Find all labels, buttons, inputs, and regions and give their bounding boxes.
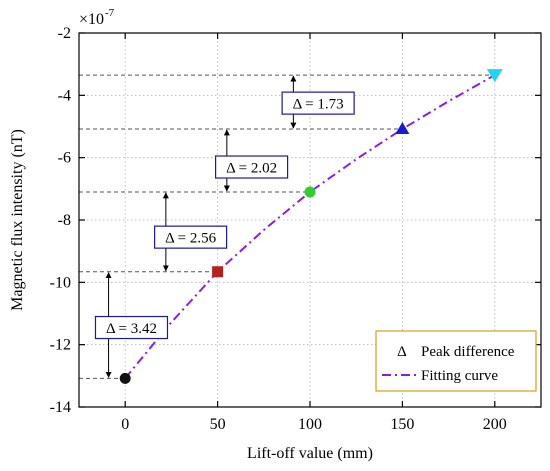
delta-label-box	[154, 225, 228, 249]
x-tick-label: 150	[390, 416, 414, 433]
data-point-triangle-up	[395, 121, 410, 134]
fitting-curve-layer	[124, 74, 496, 379]
fitting-curve	[124, 74, 496, 379]
legend-label-fitting-curve: Fitting curve	[421, 368, 498, 384]
data-point-circle	[119, 372, 131, 384]
axis-ticks: 0 50 100 150 200 -14 -12 -10 -8 -6 -4 -2	[50, 25, 541, 433]
y-multiplier-exponent: -7	[105, 7, 115, 19]
y-multiplier: ×10	[79, 11, 104, 28]
y-tick-label: -2	[58, 25, 71, 42]
delta-annotations: Δ = 3.42 Δ = 2.56 Δ = 2.02 Δ = 1.73	[94, 75, 355, 378]
y-tick-label: -10	[50, 274, 71, 291]
guide-lines	[79, 74, 495, 379]
legend-label-peak-difference: Peak difference	[421, 344, 515, 360]
y-axis-label: Magnetic flux intensity (nT)	[9, 129, 26, 311]
x-tick-label: 100	[298, 416, 322, 433]
data-point-circle	[304, 186, 316, 198]
delta-label: Δ = 1.73	[293, 97, 344, 113]
x-axis-label: Lift-off value (mm)	[247, 445, 373, 462]
x-tick-label: 0	[121, 416, 129, 433]
delta-label: Δ = 2.02	[226, 161, 277, 177]
y-tick-label: -8	[58, 212, 71, 229]
legend-box	[375, 330, 537, 392]
data-point-square	[212, 266, 224, 278]
y-tick-label: -12	[50, 337, 71, 354]
legend: Δ Peak difference Fitting curve	[375, 330, 537, 392]
y-tick-label: -14	[50, 399, 71, 416]
x-tick-label: 200	[483, 416, 507, 433]
y-tick-label: -4	[58, 87, 71, 104]
x-tick-label: 50	[210, 416, 226, 433]
delta-label-box	[215, 155, 289, 179]
delta-label-box	[94, 315, 169, 340]
delta-label: Δ = 3.42	[106, 321, 157, 337]
legend-delta-symbol: Δ	[397, 344, 407, 360]
data-point-triangle-down	[486, 69, 503, 83]
y-tick-label: -6	[58, 150, 71, 167]
delta-label: Δ = 2.56	[165, 231, 217, 247]
data-markers	[119, 69, 503, 384]
delta-label-box	[281, 91, 355, 115]
